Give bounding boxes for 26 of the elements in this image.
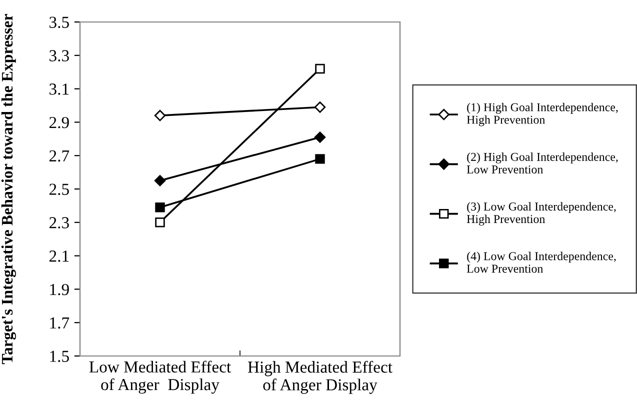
y-tick-label: 2.3 [49, 217, 69, 228]
y-tick-label: 2.5 [49, 184, 69, 196]
y-tick-label: 1.7 [50, 317, 70, 329]
point [314, 132, 326, 143]
point [154, 175, 166, 186]
y-tick-label: 3.5 [50, 16, 69, 28]
y-tick-label: 2.7 [49, 150, 70, 162]
y-tick-label: 1.9 [50, 284, 69, 296]
y-axis-title: Target's Integrative Behavior toward the Expresser [1, 14, 16, 364]
y-tick-label: 2.1 [49, 250, 69, 262]
y-tick-label: 3.3 [50, 50, 69, 62]
point [155, 202, 165, 212]
point [315, 154, 325, 164]
y-tick-label: 2.9 [49, 116, 69, 128]
y-tick-label: 3.1 [50, 84, 69, 95]
point [154, 110, 166, 122]
legend-label: (2) High Goal Interdependence, Low Prevention [466, 152, 618, 174]
x-tick-label: Low Mediated Effect of Anger Display [89, 360, 232, 394]
y-tick-label: 1.5 [50, 350, 69, 362]
x-tick-label: High Mediated Effect of Anger Display [248, 360, 392, 394]
point [315, 64, 325, 74]
point [314, 102, 326, 113]
legend-label: (1) High Goal Interdependence, High Prevention [466, 102, 618, 126]
legend-label: (3) Low Goal Interdependence, High Prevention [466, 202, 616, 226]
legend-label: (4) Low Goal Interdependence, Low Prevention [466, 252, 616, 273]
point [155, 218, 165, 228]
